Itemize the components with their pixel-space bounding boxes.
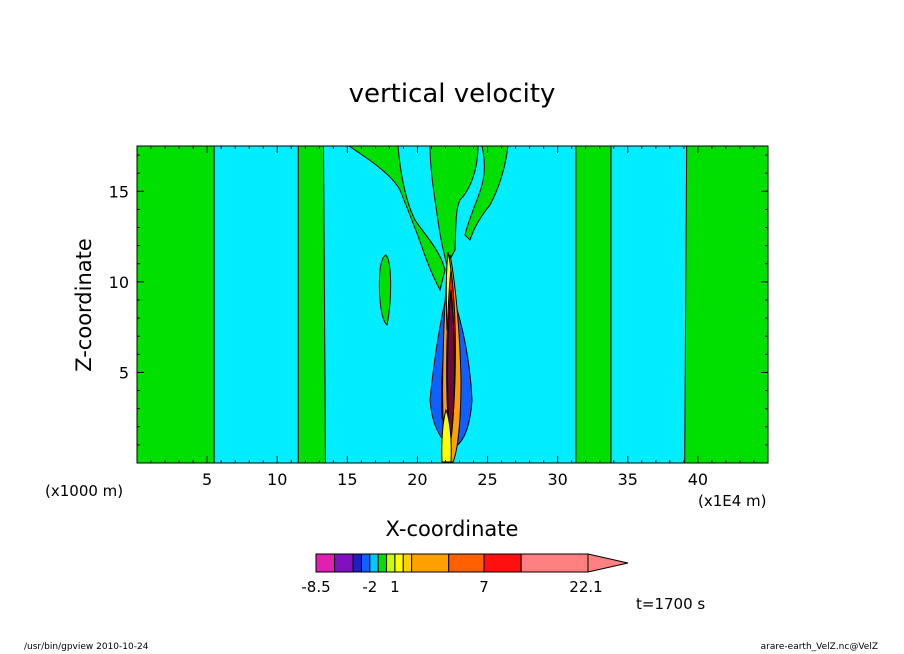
colorbar-tick-label: 1 <box>390 578 400 596</box>
colorbar-swatch <box>386 553 396 573</box>
x-tick-label: 10 <box>267 470 287 489</box>
y-axis-label: Z-coordinate <box>72 238 96 372</box>
time-label: t=1700 s <box>636 595 705 613</box>
colorbar-swatch <box>411 553 450 573</box>
y-tick-label: 5 <box>119 363 129 382</box>
x-tick-label: 40 <box>688 470 708 489</box>
colorbar-ticks: -8.5 -2 1 7 22.1 <box>301 578 602 596</box>
green-column-1 <box>297 146 326 463</box>
colorbar-tick-label: 22.1 <box>569 578 602 596</box>
x-tick-label: 30 <box>547 470 567 489</box>
colorbar-swatch <box>334 553 354 573</box>
plot-area <box>137 146 768 463</box>
colorbar-swatch <box>360 553 371 573</box>
green-column-0 <box>137 146 215 463</box>
green-island <box>378 254 392 326</box>
green-column-3 <box>684 146 768 463</box>
colorbar-swatch <box>520 553 589 573</box>
x-tick-label: 25 <box>477 470 497 489</box>
colorbar-swatch <box>483 553 522 573</box>
colorbar-swatch <box>352 553 362 573</box>
x-tick-label: 35 <box>618 470 638 489</box>
y-tick-label: 10 <box>109 273 129 292</box>
green-plume-left <box>348 146 446 292</box>
footer-left: /usr/bin/gpview 2010-10-24 <box>24 642 149 652</box>
colorbar <box>315 553 629 573</box>
colorbar-swatch <box>402 553 413 573</box>
y-tick-label: 15 <box>109 182 129 201</box>
x-unit-left: (x1000 m) <box>45 482 123 500</box>
colorbar-swatch <box>315 553 336 573</box>
green-regions <box>137 146 768 463</box>
colorbar-tick-label: 7 <box>479 578 489 596</box>
colorbar-tick-label: -8.5 <box>301 578 330 596</box>
plot-frame <box>136 145 769 464</box>
x-tick-label: 15 <box>337 470 357 489</box>
green-column-2 <box>575 146 612 463</box>
colorbar-swatch <box>448 553 485 573</box>
colorbar-arrow <box>587 553 629 573</box>
x-tick-label: 20 <box>407 470 427 489</box>
colorbar-swatch <box>394 553 404 573</box>
chart-title: vertical velocity <box>349 79 556 109</box>
x-axis-label: X-coordinate <box>386 517 519 541</box>
x-axis: 5 10 15 20 25 30 35 40 <box>150 146 755 489</box>
x-unit-right: (x1E4 m) <box>698 492 767 510</box>
footer-right: arare-earth_VelZ.nc@VelZ <box>761 642 878 652</box>
y-axis: 5 10 15 <box>109 154 768 446</box>
green-plume-right <box>464 146 509 241</box>
green-plume-center <box>429 146 479 267</box>
colorbar-swatch <box>377 553 388 573</box>
colorbar-swatch <box>369 553 379 573</box>
core-lower-yellow <box>441 408 452 463</box>
x-tick-label: 5 <box>202 470 212 489</box>
colorbar-tick-label: -2 <box>362 578 377 596</box>
